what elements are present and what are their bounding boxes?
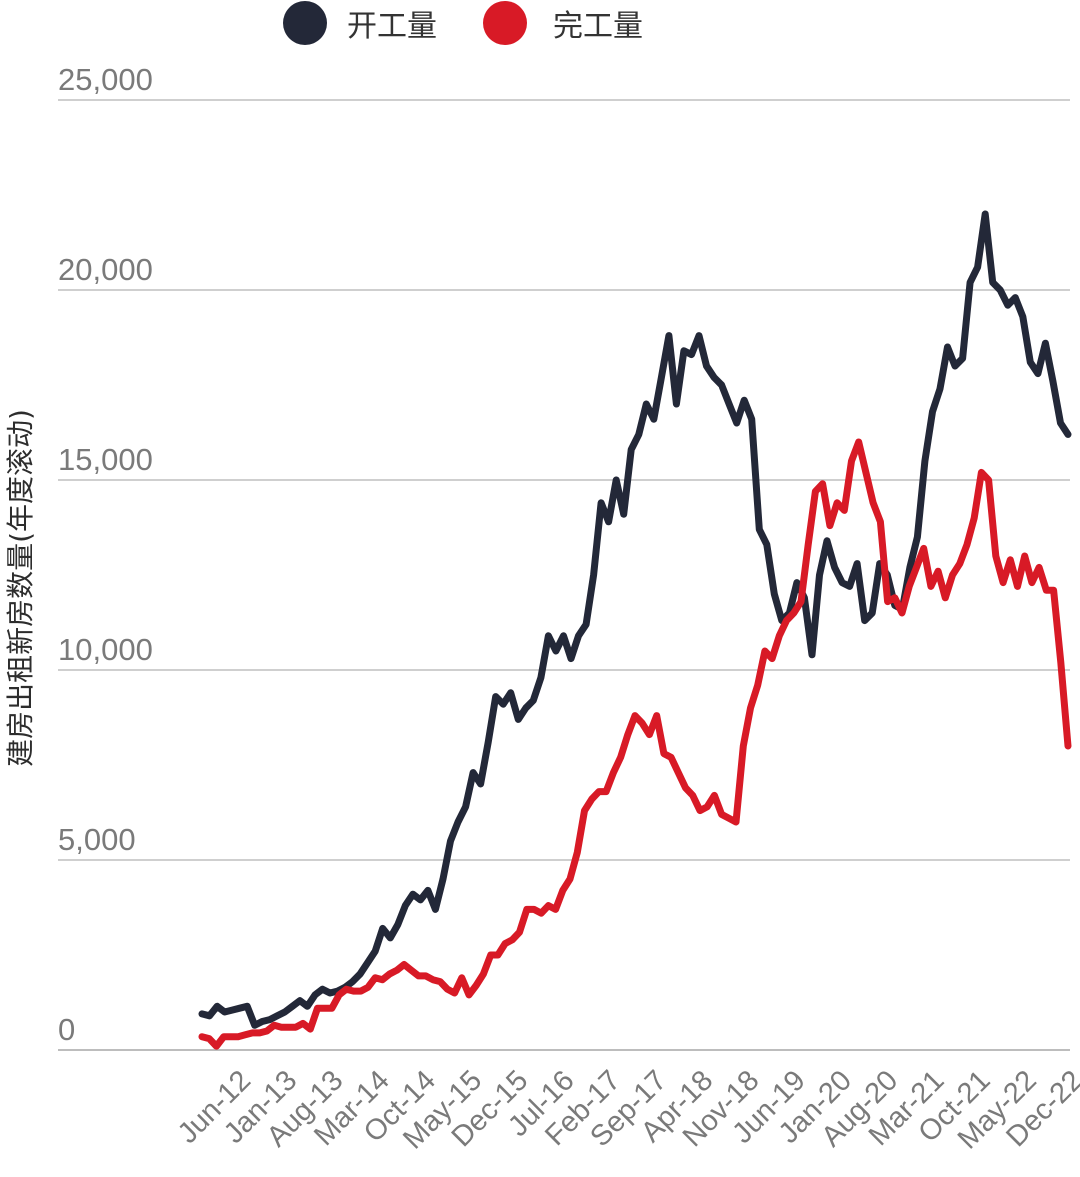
- legend-label-starts: 开工量: [347, 9, 437, 44]
- x-axis-ticks: Jun-12Jan-13Aug-13Mar-14Oct-14May-15Dec-…: [172, 1064, 1080, 1155]
- y-tick-label: 15,000: [58, 442, 153, 477]
- y-axis-ticks: 0 5,000 10,000 15,000 20,000 25,000: [58, 62, 153, 1047]
- series-lines: [198, 210, 1072, 1050]
- gridlines: [58, 99, 1070, 1051]
- series-line-starts: [198, 210, 1072, 1029]
- y-tick-label: 10,000: [58, 632, 153, 667]
- y-tick-label: 5,000: [58, 822, 136, 857]
- y-tick-label: 20,000: [58, 252, 153, 287]
- legend-marker-starts: [283, 1, 327, 45]
- legend: 开工量 完工量: [283, 1, 643, 45]
- legend-label-completions: 完工量: [553, 9, 643, 44]
- series-line-completions: [198, 438, 1072, 1050]
- legend-marker-completions: [483, 1, 527, 45]
- y-tick-label: 25,000: [58, 62, 153, 97]
- y-axis-label: 建房出租新房数量(年度滚动): [4, 409, 37, 767]
- y-tick-label: 0: [58, 1012, 75, 1047]
